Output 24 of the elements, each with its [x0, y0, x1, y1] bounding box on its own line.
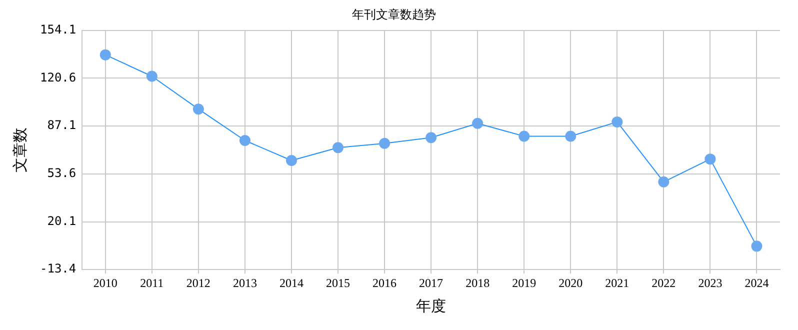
x-tick-label: 2018	[466, 276, 490, 290]
x-tick-label: 2019	[512, 276, 536, 290]
y-tick-label: 20.1	[47, 214, 76, 228]
y-tick-label: 53.6	[47, 166, 76, 180]
x-tick-label: 2012	[186, 276, 210, 290]
x-tick-label: 2022	[652, 276, 676, 290]
y-tick-label: -13.4	[40, 262, 76, 276]
x-tick-label: 2016	[372, 276, 397, 290]
y-tick-label: 154.1	[40, 22, 76, 37]
x-tick-label: 2023	[698, 276, 722, 290]
y-tick-label: 87.1	[47, 118, 76, 132]
x-tick-label: 2015	[326, 276, 350, 290]
chart-title: 年刊文章数趋势	[352, 7, 436, 22]
x-tick-label: 2017	[419, 276, 444, 290]
y-axis-title: 文章数	[10, 128, 29, 172]
x-tick-label: 2011	[140, 276, 164, 290]
x-tick-label: 2020	[558, 276, 583, 290]
x-tick-label: 2024	[744, 276, 769, 290]
x-axis-title: 年度	[416, 296, 446, 315]
y-tick-label: 120.6	[40, 70, 76, 84]
x-tick-label: 2010	[93, 276, 118, 290]
x-tick-label: 2021	[605, 276, 630, 290]
x-tick-label: 2014	[279, 276, 304, 290]
x-tick-label: 2013	[232, 276, 257, 290]
